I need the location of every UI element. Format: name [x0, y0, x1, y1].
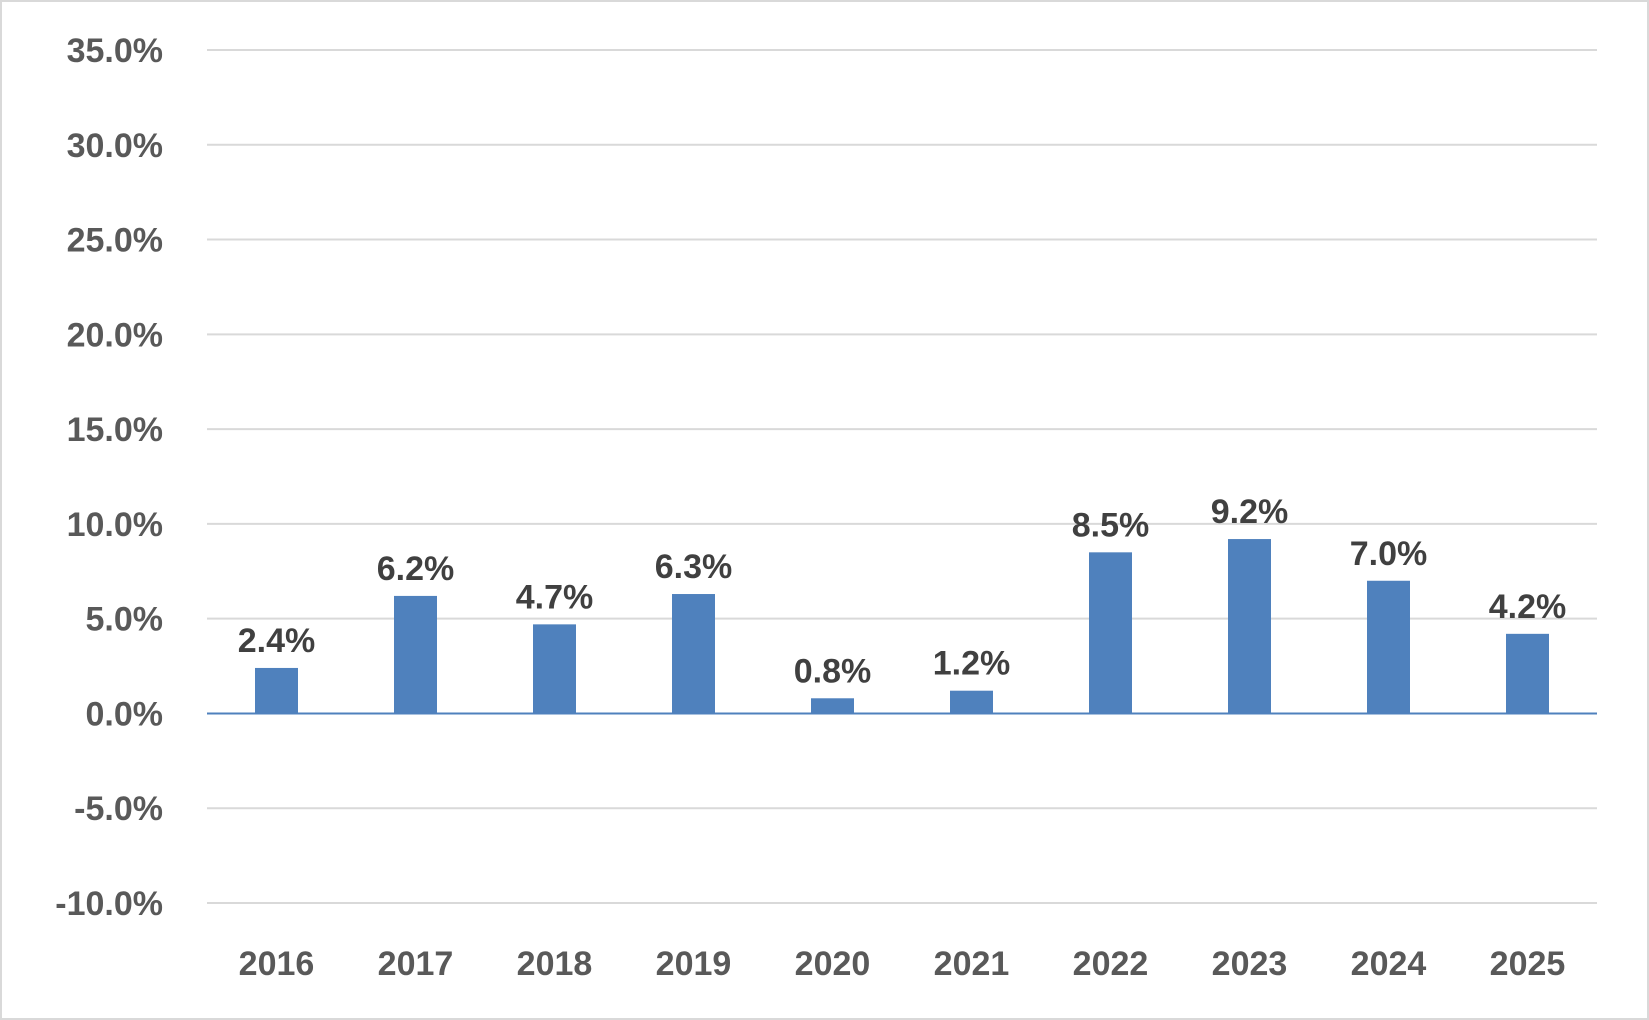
bar	[1367, 580, 1410, 714]
x-tick-label: 2023	[1212, 945, 1288, 983]
y-axis-tick-labels: 35.0% 30.0% 25.0% 20.0% 15.0% 10.0% 5.0% 0.0% -5…	[55, 32, 163, 923]
data-label: 1.2%	[933, 645, 1011, 683]
bar	[1506, 633, 1549, 714]
data-label: 4.2%	[1489, 588, 1567, 626]
y-tick-label: -10.0%	[55, 885, 163, 923]
bar	[950, 690, 993, 714]
x-tick-label: 2018	[517, 945, 593, 983]
y-tick-label: 10.0%	[67, 506, 163, 544]
data-label: 8.5%	[1072, 506, 1150, 544]
bar	[1089, 552, 1132, 714]
data-label: 9.2%	[1211, 493, 1289, 531]
x-tick-label: 2016	[239, 945, 315, 983]
gridlines	[207, 49, 1597, 904]
bar	[672, 594, 715, 714]
data-label: 2.4%	[238, 622, 316, 660]
y-tick-label: 35.0%	[67, 32, 163, 70]
y-tick-label: 5.0%	[86, 601, 164, 639]
x-tick-label: 2024	[1351, 945, 1427, 983]
x-tick-label: 2020	[795, 945, 871, 983]
bar	[394, 595, 437, 714]
y-tick-label: 25.0%	[67, 222, 163, 260]
data-label: 0.8%	[794, 652, 872, 690]
x-axis-tick-labels: 2016 2017 2018 2019 2020 2021 2022 2023 2024 2025	[239, 945, 1566, 983]
x-tick-label: 2025	[1490, 945, 1566, 983]
data-label: 4.7%	[516, 578, 594, 616]
data-label: 6.3%	[655, 548, 733, 586]
y-tick-label: 20.0%	[67, 316, 163, 354]
x-tick-label: 2017	[378, 945, 454, 983]
bar	[255, 667, 298, 714]
y-tick-label: 15.0%	[67, 411, 163, 449]
data-label: 6.2%	[377, 550, 455, 588]
data-labels: 2.4% 6.2% 4.7% 6.3% 0.8% 1.2% 8.5% 9.2% 7.0% 4.2%	[238, 493, 1567, 690]
x-tick-label: 2022	[1073, 945, 1149, 983]
bar	[811, 698, 854, 714]
x-tick-label: 2019	[656, 945, 732, 983]
y-tick-label: 30.0%	[67, 127, 163, 165]
x-tick-label: 2021	[934, 945, 1010, 983]
bars	[255, 539, 1549, 714]
y-tick-label: 0.0%	[86, 695, 164, 733]
bar	[1228, 539, 1271, 714]
bar	[533, 624, 576, 714]
data-label: 7.0%	[1350, 535, 1428, 573]
y-tick-label: -5.0%	[74, 790, 163, 828]
